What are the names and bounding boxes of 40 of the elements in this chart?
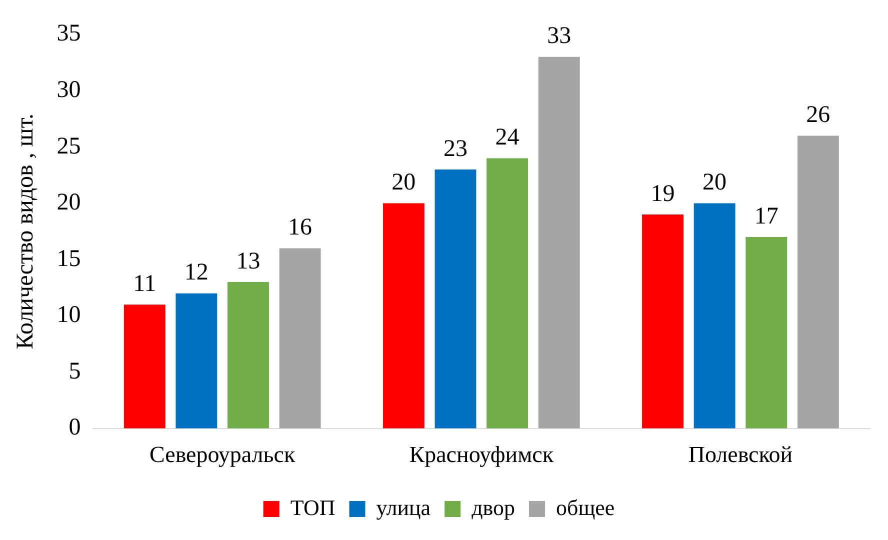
legend-label: улица	[376, 494, 431, 520]
y-axis-title: Количество видов , шт.	[12, 113, 39, 350]
data-label: 16	[288, 214, 312, 241]
bar	[279, 248, 321, 428]
y-tick-label: 10	[56, 302, 81, 328]
bar	[538, 56, 580, 428]
bar	[434, 169, 476, 428]
data-label: 20	[702, 170, 727, 196]
data-label: 17	[754, 203, 778, 230]
x-tick-label: Красноуфимск	[409, 442, 554, 468]
y-tick-label: 25	[56, 133, 81, 160]
bar	[382, 203, 424, 428]
legend-label: двор	[472, 494, 516, 520]
bar	[486, 158, 528, 428]
data-label: 19	[650, 180, 675, 207]
y-tick-label: 20	[56, 190, 81, 216]
data-label: 13	[236, 248, 260, 274]
y-tick-label: 35	[56, 20, 81, 47]
data-label: 23	[443, 136, 468, 162]
y-tick-label: 5	[68, 358, 81, 384]
legend-label: ТОП	[290, 494, 336, 520]
bar	[642, 214, 684, 428]
bar	[746, 237, 788, 428]
bar	[694, 203, 736, 428]
bar	[797, 136, 839, 428]
data-label: 20	[392, 170, 416, 196]
data-label: 24	[495, 124, 520, 151]
x-tick-label: Североуральск	[150, 442, 296, 468]
data-label: 11	[133, 270, 156, 297]
data-label: 33	[547, 23, 572, 50]
bar	[124, 304, 166, 428]
y-tick-label: 0	[68, 414, 81, 441]
bar	[176, 293, 218, 428]
bar	[228, 282, 269, 428]
data-label: 26	[806, 102, 830, 128]
x-tick-label: Полевской	[688, 442, 793, 468]
y-tick-label: 30	[56, 76, 81, 103]
y-tick-label: 15	[56, 246, 81, 272]
legend-label: общее	[556, 494, 615, 520]
data-label: 12	[184, 260, 208, 286]
